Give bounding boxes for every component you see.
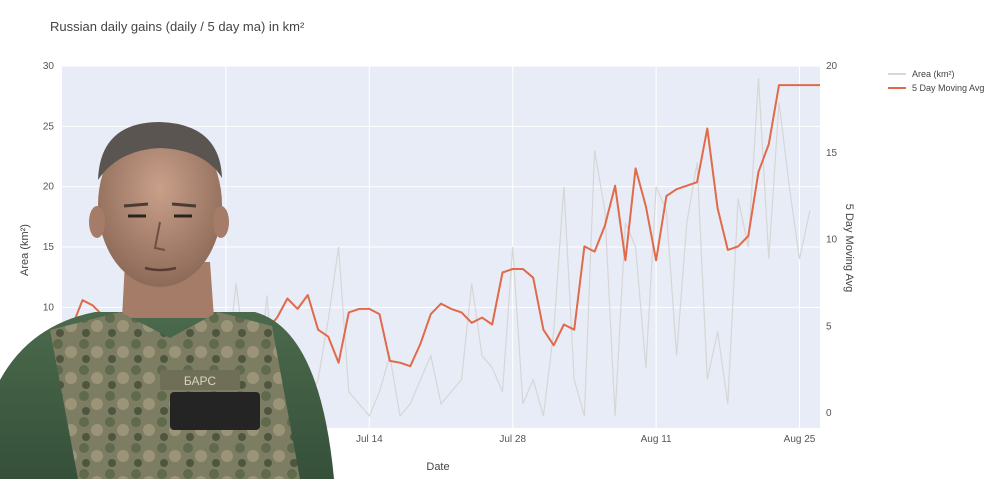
legend[interactable]: Area (km²) 5 Day Moving Avg [888,69,984,93]
right-ear [213,206,229,238]
left-ear [89,206,105,238]
y-tick-label: 25 [43,121,55,132]
y2-tick-label: 15 [826,148,838,159]
y2-tick-label: 10 [826,235,838,246]
y2-tick-label: 0 [826,408,832,419]
chart-title: Russian daily gains (daily / 5 day ma) i… [50,19,305,34]
y-tick-label: 10 [43,302,55,313]
legend-label-area: Area (km²) [912,69,955,79]
y-tick-label: 15 [43,242,55,253]
x-axis-title: Date [426,461,449,473]
y2-tick-label: 20 [826,61,838,72]
y2-tick-label: 5 [826,321,832,332]
y-tick-label: 20 [43,182,55,193]
x-tick-label: Jul 28 [499,434,526,445]
x-tick-label: Aug 25 [784,434,816,445]
vest-patch-text: БАРС [184,374,216,388]
legend-label-ma: 5 Day Moving Avg [912,83,984,93]
y-axis-title: Area (km²) [19,224,31,276]
vest-pouch [170,392,260,430]
x-tick-label: Jul 14 [356,434,383,445]
x-tick-label: Aug 11 [641,434,672,445]
y-tick-label: 30 [43,61,55,72]
y2-axis-title: 5 Day Moving Avg [843,204,855,292]
